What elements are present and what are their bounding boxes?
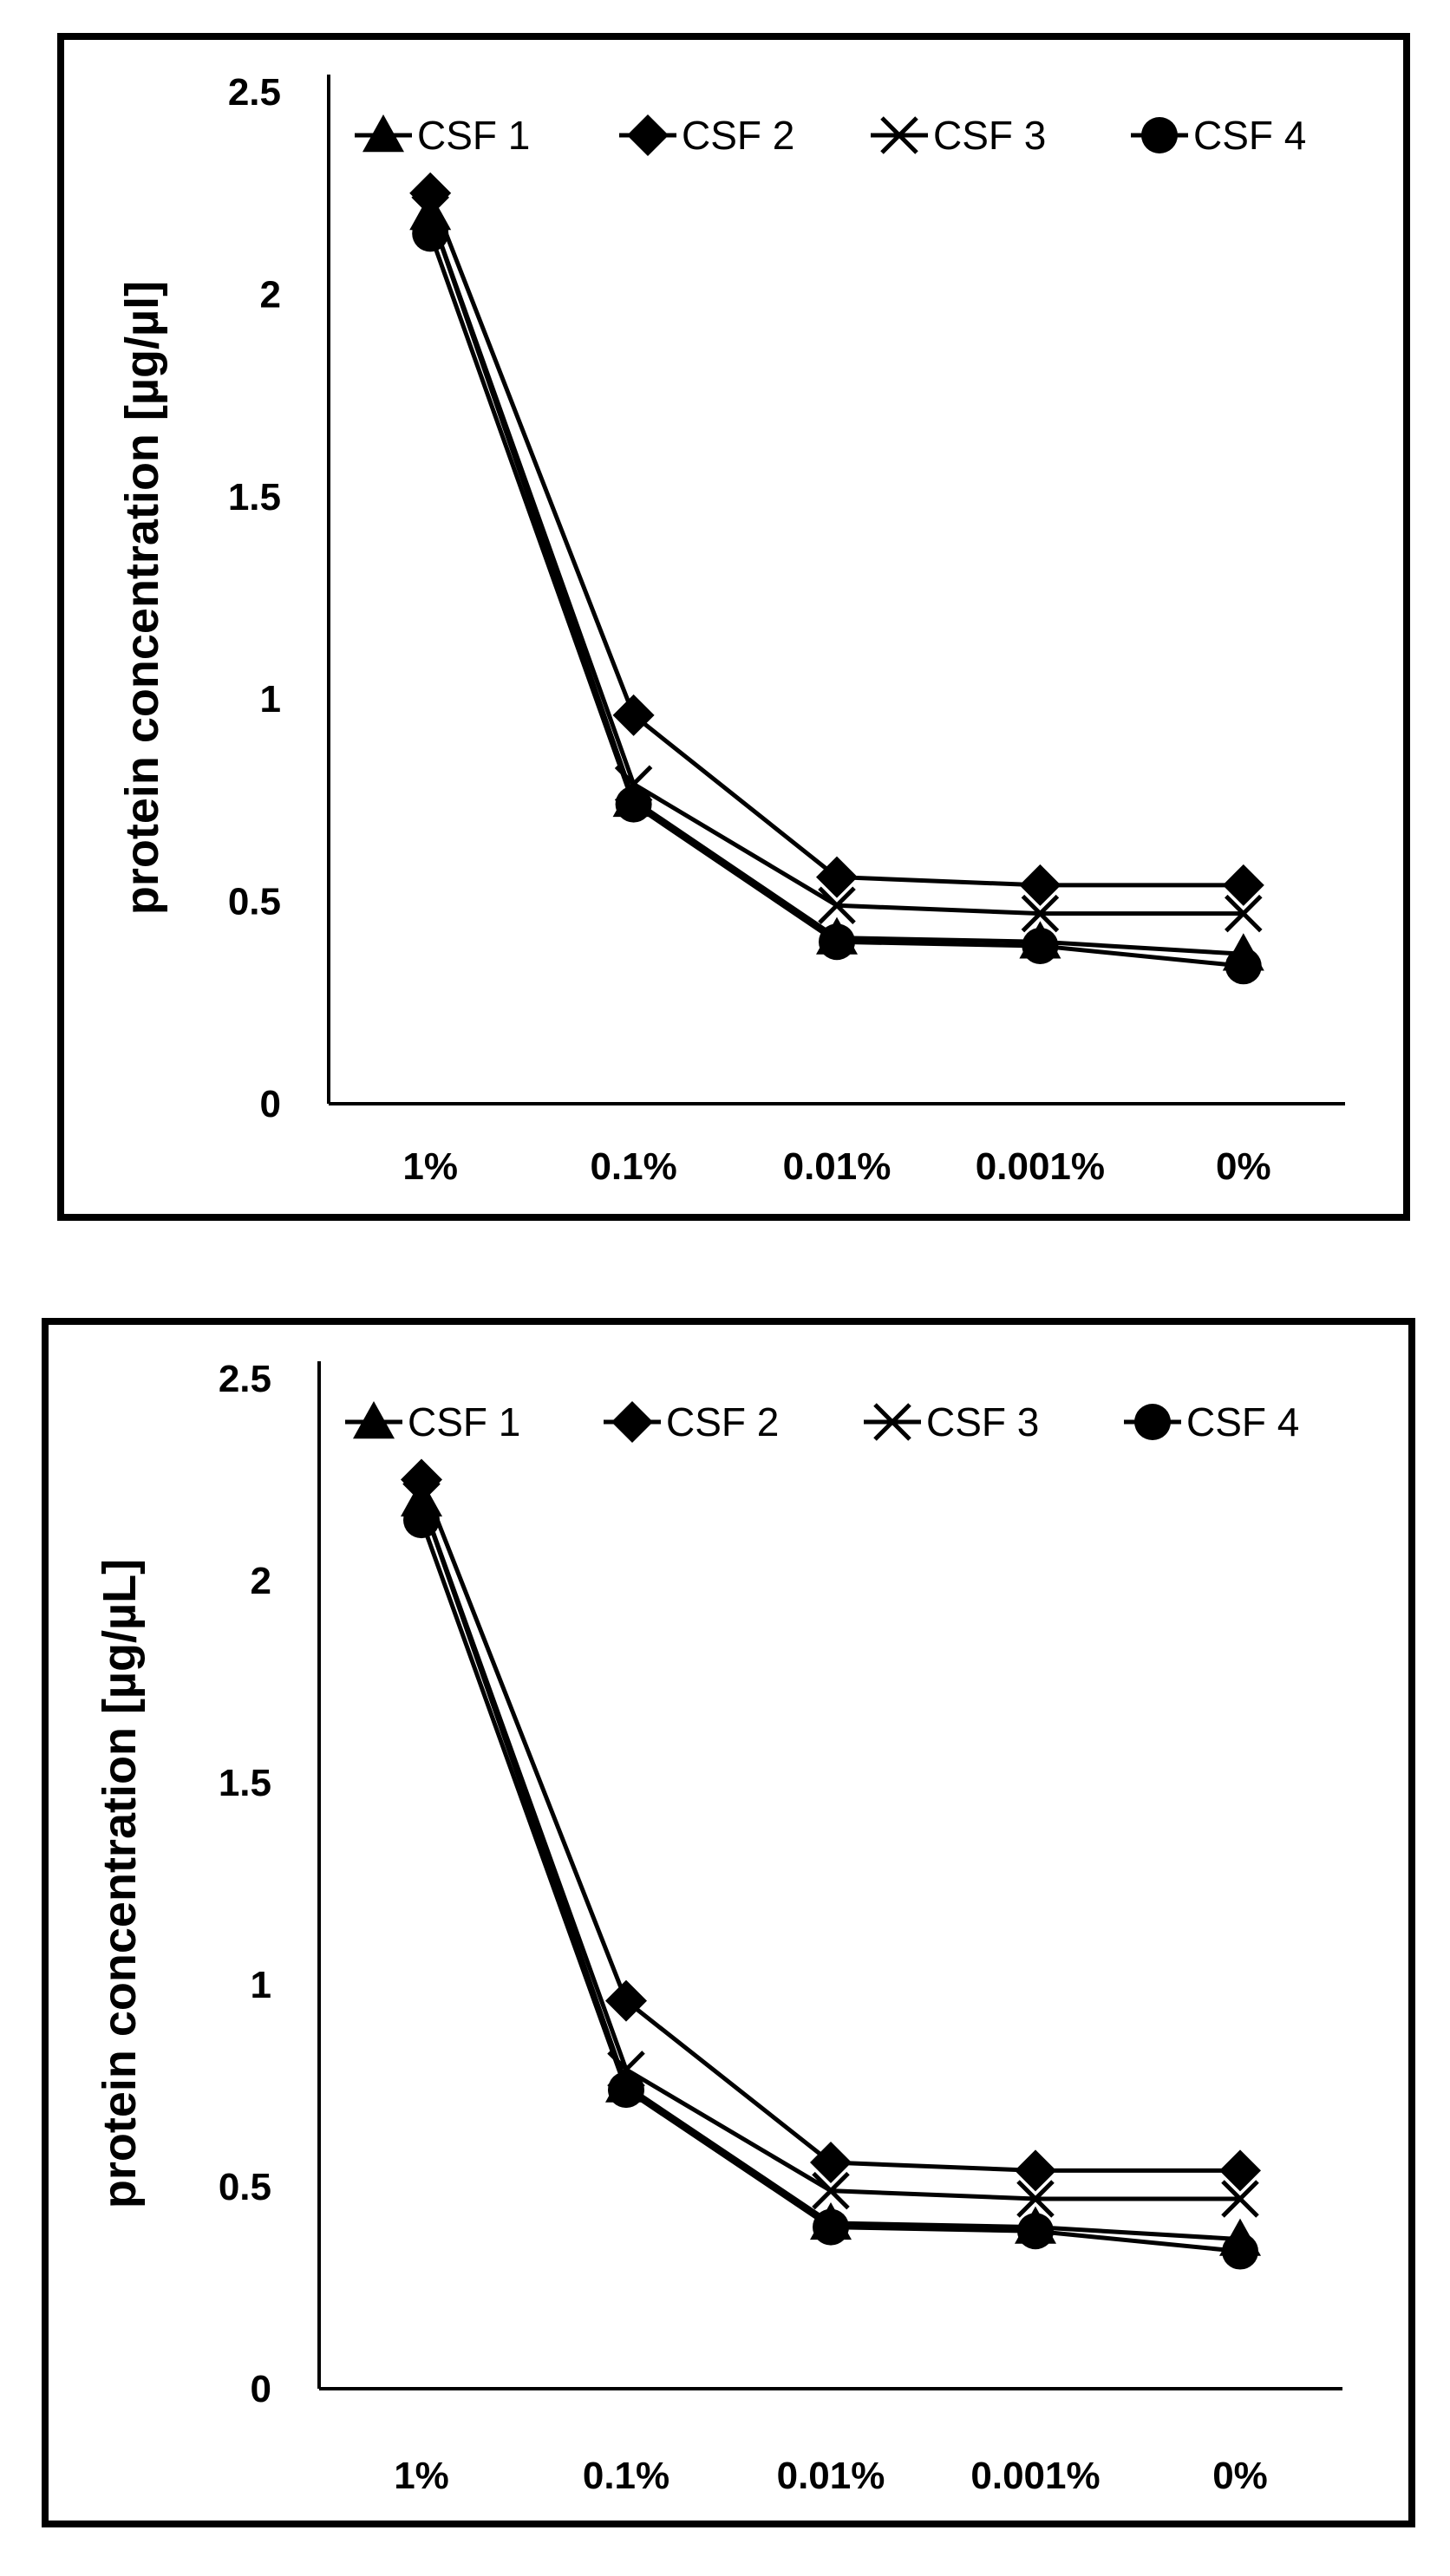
legend-label: CSF 4 [1193, 113, 1306, 158]
data-point [1225, 948, 1262, 985]
data-point [409, 172, 452, 214]
legend-marker [627, 114, 669, 156]
x-tick-label: 0% [1212, 2455, 1268, 2497]
series-line [428, 192, 1244, 888]
data-point [1016, 2180, 1055, 2218]
data-point [605, 1979, 647, 2022]
data-point [615, 786, 652, 823]
legend-marker [873, 1403, 911, 1441]
y-tick-label: 2 [260, 273, 281, 316]
chart-bottom: 0 0.5 1 1.5 2 2.5 1% 0.1% 0.01% 0.001% 0% protein c… [94, 1358, 1342, 2497]
x-tick-label: 0.01% [783, 1145, 892, 1188]
data-point [1015, 2149, 1056, 2192]
y-tick-label: 0.5 [228, 881, 281, 923]
x-tick-label: 0.1% [583, 2455, 669, 2497]
legend-item: CSF 4 [1131, 113, 1306, 158]
legend-label: CSF 1 [417, 113, 530, 158]
legend-label: CSF 3 [926, 1399, 1039, 1445]
data-point [1222, 2233, 1258, 2270]
legend-label: CSF 3 [933, 113, 1046, 158]
legend-label: CSF 1 [408, 1399, 520, 1445]
y-tick-label: 2.5 [219, 1358, 271, 1400]
data-point [812, 2171, 850, 2210]
series-csf-4 [403, 1502, 1258, 2270]
series-csf-3 [411, 194, 1263, 933]
data-point [1019, 864, 1061, 906]
x-tick-label: 1% [402, 1145, 458, 1188]
y-tick-label: 1.5 [228, 476, 281, 518]
data-point [813, 2208, 849, 2246]
data-point [1225, 894, 1263, 933]
y-tick-label: 0 [260, 1083, 281, 1125]
series-line [428, 232, 1244, 968]
x-tick-label: 0.1% [590, 1145, 676, 1188]
data-point [1021, 894, 1060, 933]
y-tick-label: 2.5 [228, 71, 281, 114]
data-point [1017, 2213, 1054, 2250]
x-tick-label: 0.001% [976, 1145, 1105, 1188]
data-point [412, 215, 449, 252]
x-tick-label: 0% [1216, 1145, 1271, 1188]
data-point [1222, 864, 1264, 906]
x-tick-label: 0.001% [970, 2455, 1100, 2497]
y-tick-label: 2 [251, 1560, 271, 1602]
legend-label: CSF 4 [1186, 1399, 1299, 1445]
series-csf-4 [412, 215, 1262, 985]
legend-label: CSF 2 [666, 1399, 779, 1445]
y-tick-label: 1 [260, 678, 281, 721]
series-csf-1 [409, 192, 1264, 971]
y-tick-label: 0 [251, 2368, 271, 2410]
data-point [1221, 2180, 1259, 2218]
series-csf-1 [401, 1478, 1261, 2256]
series-line [428, 212, 1244, 956]
x-tick-label: 0.01% [777, 2455, 885, 2497]
series-line [419, 1498, 1241, 2242]
data-point [608, 2071, 644, 2109]
data-point [612, 694, 655, 736]
legend-item: CSF 3 [871, 113, 1046, 158]
data-point [401, 1458, 442, 1501]
series-csf-3 [402, 1481, 1259, 2218]
legend-marker [880, 116, 918, 154]
data-point [816, 856, 858, 898]
series-line [419, 1478, 1240, 2173]
chart-top: 0 0.5 1 1.5 2 2.5 1% 0.1% 0.01% 0.001% 0% protein c… [116, 71, 1345, 1188]
series-csf-2 [409, 172, 1264, 906]
legend-item: CSF 3 [864, 1399, 1039, 1445]
legend-marker [353, 1401, 395, 1439]
legend-item: CSF 2 [619, 113, 794, 158]
data-point [403, 1502, 440, 1539]
data-point [810, 2142, 852, 2184]
data-point [818, 886, 856, 925]
legend-label: CSF 2 [682, 113, 794, 158]
y-tick-label: 1 [251, 1964, 271, 2006]
legend-item: CSF 1 [355, 113, 530, 158]
x-tick-label: 1% [394, 2455, 449, 2497]
legend-marker [362, 114, 404, 153]
legend-item: CSF 1 [345, 1399, 520, 1445]
chart-panel-bottom: 0 0.5 1 1.5 2 2.5 1% 0.1% 0.01% 0.001% 0% protein c… [42, 1318, 1415, 2527]
y-axis-title: protein concentration [µg/µL] [94, 1559, 146, 2208]
data-point [1219, 2149, 1261, 2192]
legend-marker [1134, 1404, 1171, 1440]
legend-item: CSF 2 [604, 1399, 779, 1445]
chart-panel-top: 0 0.5 1 1.5 2 2.5 1% 0.1% 0.01% 0.001% 0% protein c… [57, 33, 1410, 1221]
legend-marker [611, 1401, 653, 1443]
y-tick-label: 0.5 [219, 2166, 271, 2208]
data-point [819, 923, 855, 961]
y-tick-label: 1.5 [219, 1762, 271, 1804]
y-axis-title: protein concentration [µg/µl] [116, 281, 168, 915]
legend-item: CSF 4 [1124, 1399, 1299, 1445]
legend-marker [1141, 117, 1178, 153]
data-point [1022, 927, 1059, 964]
